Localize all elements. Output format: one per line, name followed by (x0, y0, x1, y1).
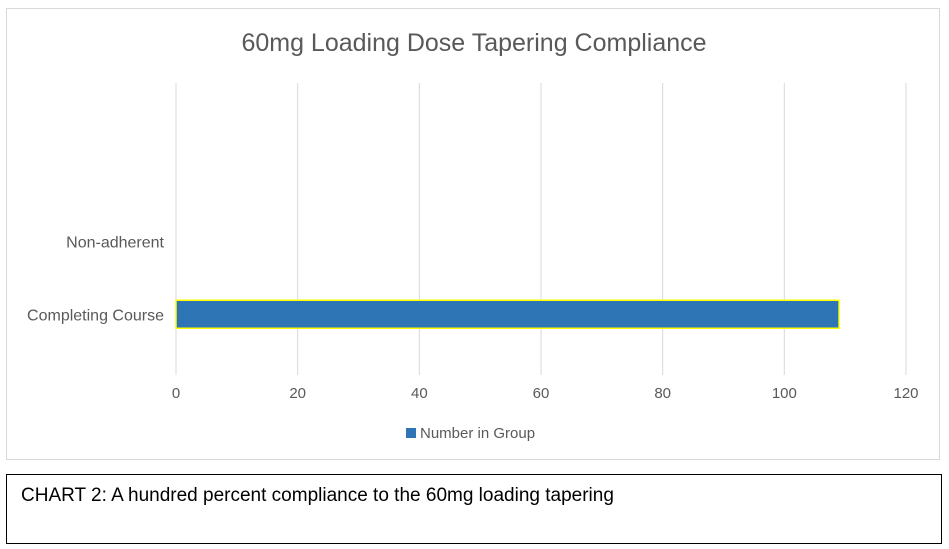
gridlines (175, 83, 907, 375)
legend-label: Number in Group (420, 425, 535, 442)
x-tick-label: 120 (893, 385, 918, 402)
legend-swatch (406, 428, 416, 438)
x-tick-label: 40 (411, 385, 428, 402)
category-labels: Completing Course Non-adherent (27, 234, 165, 324)
bar (175, 299, 840, 329)
compliance-chart: 60mg Loading Dose Tapering Compliance 0 2… (27, 29, 919, 442)
legend: Number in Group (406, 425, 535, 442)
x-tick-label: 0 (172, 385, 180, 402)
chart-frame: 60mg Loading Dose Tapering Compliance 0 2… (6, 8, 940, 460)
category-label: Non-adherent (66, 234, 164, 251)
category-label: Completing Course (27, 307, 164, 324)
caption-box: CHART 2: A hundred percent compliance to… (6, 474, 942, 544)
chart-title: 60mg Loading Dose Tapering Compliance (241, 29, 706, 57)
x-tick-label: 100 (772, 385, 797, 402)
x-tick-label: 60 (533, 385, 550, 402)
x-tick-label: 80 (654, 385, 671, 402)
x-axis-ticks: 0 20 40 60 80 100 120 (172, 385, 919, 402)
caption-text: CHART 2: A hundred percent compliance to… (21, 485, 614, 506)
bars (175, 299, 840, 329)
x-tick-label: 20 (289, 385, 306, 402)
